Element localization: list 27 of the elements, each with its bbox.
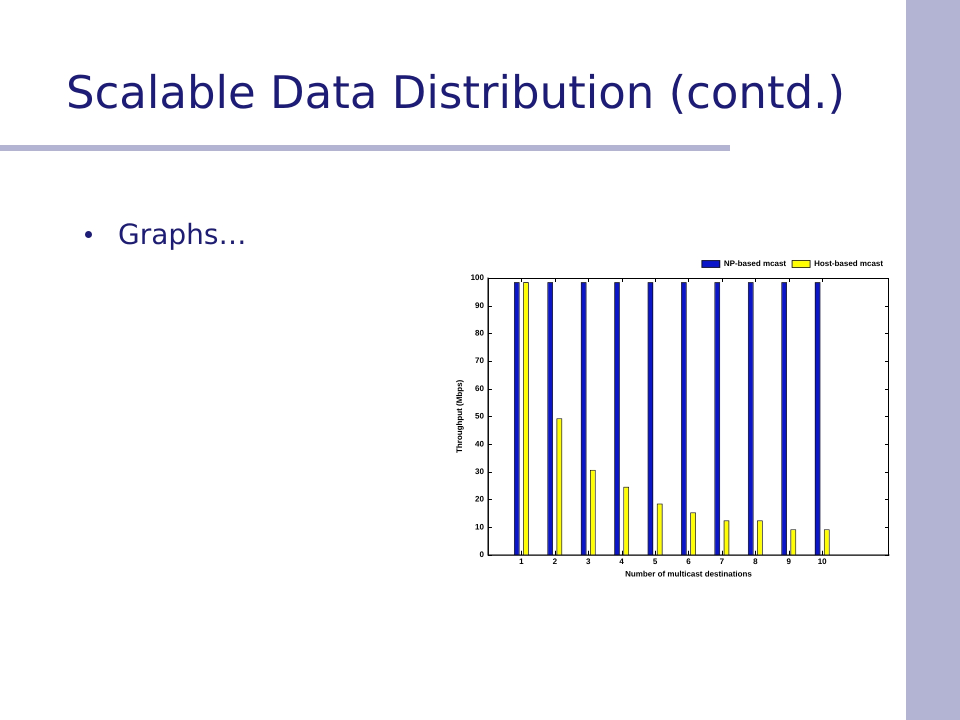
y-tick-label: 0 [479,550,484,560]
y-tick-label: 80 [475,328,484,338]
legend-label: NP-based mcast [724,259,786,268]
x-tick-label: 5 [652,556,658,566]
legend-label: Host-based mcast [814,259,884,268]
y-tick-label: 60 [475,384,484,393]
x-tick-label: 10 [818,556,828,566]
x-tick-label: 8 [753,556,758,566]
y-tick-label: 50 [475,412,484,421]
x-tick-label: 6 [686,556,692,566]
y-axis-title: Throughput (Mbps) [455,379,464,454]
x-axis-title: Number of multicast destinations [625,569,752,578]
y-tick-label: 70 [475,356,484,366]
y-tick-label: 20 [475,494,484,504]
x-tick-label: 1 [519,556,524,566]
x-tick-label: 4 [619,556,624,566]
y-tick-label: 40 [475,439,484,448]
x-tick-label: 3 [586,556,591,566]
x-tick-label: 2 [552,556,558,566]
text: Graphs… [118,218,246,251]
y-tick-label: 100 [470,273,484,282]
y-tick-label: 10 [475,522,484,532]
x-tick-label: 7 [720,556,725,566]
y-tick-label: 30 [475,466,484,476]
y-tick-label: 90 [475,300,484,310]
chart-title: Scalable Data Distribution (contd.) [66,66,846,119]
x-tick-label: 9 [786,556,792,566]
